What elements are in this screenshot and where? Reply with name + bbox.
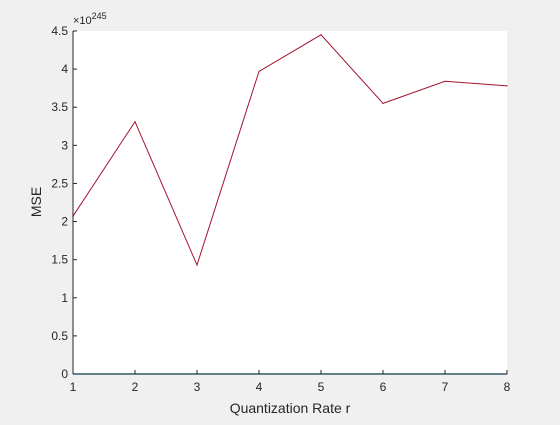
y-exponent-label: ×10245: [73, 11, 107, 27]
x-tick-label: 1: [70, 380, 77, 394]
series-1-point: [506, 85, 508, 87]
y-tick-label: 0.5: [51, 329, 68, 343]
series-1-point: [320, 34, 322, 36]
y-tick-label: 4: [61, 62, 68, 76]
series-1-point: [134, 121, 136, 123]
y-tick-label: 3: [61, 138, 68, 152]
series-1-point: [444, 80, 446, 82]
series-1-point: [382, 102, 384, 104]
y-axis-label: MSE: [28, 187, 44, 217]
x-tick-label: 8: [504, 380, 511, 394]
y-tick-label: 4.5: [51, 24, 68, 38]
x-tick-label: 6: [380, 380, 387, 394]
x-tick-label: 7: [442, 380, 449, 394]
y-ticks: 0 0.5 1 1.5 2 2.5 3 3.5 4 4.5: [51, 24, 77, 381]
plot-area: [73, 31, 507, 374]
series-line-1: [72, 34, 508, 267]
axes-layer: [72, 31, 507, 375]
x-tick-label: 5: [318, 380, 325, 394]
y-tick-label: 0: [61, 367, 68, 381]
y-tick-label: 3.5: [51, 100, 68, 114]
x-tick-label: 4: [256, 380, 263, 394]
y-tick-label: 1: [61, 291, 68, 305]
series-1-point: [196, 264, 198, 266]
y-tick-label: 2: [61, 215, 68, 229]
series-1-point: [258, 70, 260, 72]
x-ticks: 1 2 3 4 5 6 7 8: [70, 370, 511, 394]
y-tick-label: 1.5: [51, 253, 68, 267]
x-axis-label: Quantization Rate r: [230, 400, 351, 416]
x-tick-label: 3: [194, 380, 201, 394]
y-tick-label: 2.5: [51, 176, 68, 190]
x-tick-label: 2: [132, 380, 139, 394]
